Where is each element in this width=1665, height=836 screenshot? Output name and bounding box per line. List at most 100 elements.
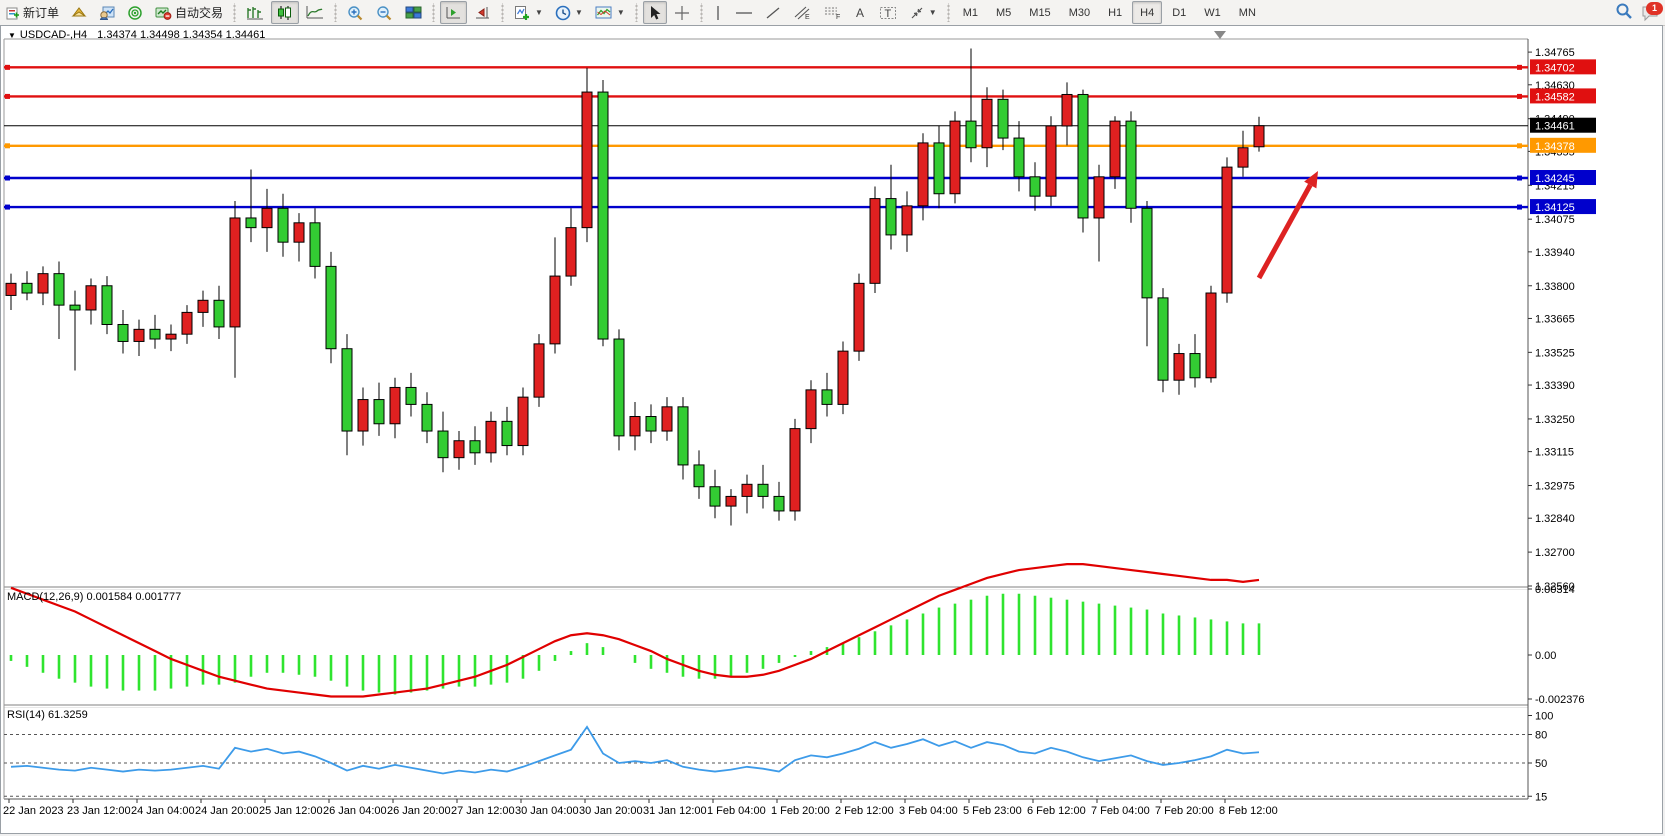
toolbar-grip — [430, 3, 438, 22]
text-label-button[interactable]: T — [874, 1, 902, 24]
candle-down — [1141, 207, 1153, 299]
candle-up — [661, 406, 673, 432]
resistance-line-handle[interactable] — [1517, 64, 1522, 70]
trendline-button[interactable] — [760, 1, 786, 24]
arrow-annotation[interactable] — [1256, 171, 1318, 280]
candle-down — [53, 273, 65, 306]
timeframe-M5[interactable]: M5 — [996, 6, 1012, 19]
candle-down — [101, 285, 113, 325]
price-badge — [1530, 88, 1596, 104]
auto-scroll-button[interactable] — [440, 1, 468, 24]
support-line-handle[interactable] — [5, 175, 10, 181]
candlestick-chart-icon — [276, 5, 294, 21]
periods-button[interactable]: ▼ — [550, 1, 588, 24]
timeframe-M30[interactable]: M30 — [1068, 6, 1091, 19]
candle-down — [885, 198, 897, 236]
timeframe-H1[interactable]: H1 — [1108, 6, 1123, 19]
vertical-line-button[interactable] — [708, 1, 728, 24]
svg-text:F: F — [836, 14, 840, 21]
svg-text:-0.002376: -0.002376 — [1535, 694, 1585, 706]
timeframe-M15[interactable]: M15 — [1029, 6, 1051, 19]
indicators-button[interactable]: ▼ — [509, 1, 548, 24]
macd-panel: MACD(12,26,9) 0.001584 0.001777 0.00314 0.… — [7, 563, 1585, 706]
crosshair-icon — [674, 5, 690, 21]
tile-windows-button[interactable] — [400, 1, 427, 24]
arrows-button[interactable]: ▼ — [904, 1, 942, 24]
chart-ohlc-values: 1.34374 1.34498 1.34354 1.34461 — [97, 29, 266, 41]
svg-text:E: E — [805, 14, 810, 21]
new-order-button[interactable]: 新订单 — [1, 1, 64, 24]
profile-icon — [99, 5, 115, 20]
timeframe-H4[interactable]: H4 — [1132, 1, 1163, 24]
svg-text:2 Feb 12:00: 2 Feb 12:00 — [835, 805, 894, 817]
candle-up — [181, 311, 193, 335]
cursor-button[interactable] — [642, 1, 667, 24]
market-watch-button[interactable] — [94, 1, 120, 24]
candle-down — [773, 495, 785, 512]
candle-up — [629, 416, 641, 437]
svg-text:27 Jan 12:00: 27 Jan 12:00 — [451, 805, 515, 817]
resistance-line-handle[interactable] — [5, 93, 10, 99]
auto-trading-button[interactable]: 自动交易 — [150, 1, 228, 24]
toolbar-grip — [944, 3, 952, 22]
zoom-out-button[interactable] — [371, 1, 398, 24]
macd-signal-line — [10, 563, 1260, 698]
candle-down — [149, 328, 161, 340]
horizontal-line-button[interactable] — [730, 1, 758, 24]
notifications-button[interactable]: 1 — [1641, 1, 1663, 22]
candle-up — [949, 120, 961, 195]
svg-text:7 Feb 04:00: 7 Feb 04:00 — [1091, 805, 1150, 817]
equidistant-channel-button[interactable]: E — [788, 1, 816, 24]
line-chart-icon — [306, 5, 324, 21]
svg-text:7 Feb 20:00: 7 Feb 20:00 — [1155, 805, 1214, 817]
chart-shift-button[interactable] — [469, 1, 496, 24]
pivot-line-handle[interactable] — [1517, 143, 1522, 149]
chart-plot[interactable]: 1.347651.346301.344901.343551.342151.340… — [1, 26, 1662, 833]
svg-text:0.00314: 0.00314 — [1535, 584, 1575, 596]
crosshair-button[interactable] — [669, 1, 695, 24]
candle-down — [677, 406, 689, 466]
candle-down — [213, 299, 225, 328]
toolbar: 新订单 自动交易 ▼ ▼ — [0, 0, 1665, 26]
support-line-handle[interactable] — [1517, 175, 1522, 181]
candle-down — [1125, 120, 1137, 209]
candle-up — [1221, 166, 1233, 294]
support-line-handle[interactable] — [5, 204, 10, 210]
fibonacci-button[interactable]: F — [818, 1, 846, 24]
bar-chart-button[interactable] — [241, 1, 269, 24]
candle-down — [709, 486, 721, 507]
price-badge — [1530, 59, 1596, 75]
candle-up — [789, 428, 801, 512]
svg-text:23 Jan 12:00: 23 Jan 12:00 — [67, 805, 131, 817]
candlestick-chart-button[interactable] — [271, 1, 300, 24]
resistance-line-handle[interactable] — [1517, 93, 1522, 99]
templates-button[interactable]: ▼ — [590, 1, 630, 24]
search-icon[interactable] — [1615, 2, 1633, 23]
line-chart-button[interactable] — [301, 1, 329, 24]
support-line-handle[interactable] — [1517, 204, 1522, 210]
svg-text:26 Jan 04:00: 26 Jan 04:00 — [323, 805, 387, 817]
svg-text:1.33800: 1.33800 — [1535, 281, 1575, 293]
candle-up — [917, 142, 929, 207]
zoom-in-button[interactable] — [342, 1, 369, 24]
chart-window-button[interactable] — [66, 1, 92, 24]
candle-down — [373, 399, 385, 425]
timeframe-D1[interactable]: D1 — [1172, 6, 1187, 19]
svg-text:1.33940: 1.33940 — [1535, 247, 1575, 259]
timeframe-W1[interactable]: W1 — [1204, 6, 1221, 19]
indicators-caret-icon: ▼ — [535, 8, 543, 17]
collapse-triangle-icon[interactable]: ▼ — [8, 31, 16, 40]
periods-caret-icon: ▼ — [574, 8, 583, 17]
candle-up — [517, 396, 529, 447]
signals-button[interactable] — [122, 1, 148, 24]
pivot-line-handle[interactable] — [5, 143, 10, 149]
toolbar-grip — [697, 3, 705, 22]
auto-trading-label: 自动交易 — [175, 6, 224, 20]
candle-down — [405, 386, 417, 405]
text-button[interactable]: A — [848, 1, 872, 24]
svg-text:1.34378: 1.34378 — [1535, 141, 1575, 153]
svg-text:1.34702: 1.34702 — [1535, 62, 1575, 74]
timeframe-M1[interactable]: M1 — [962, 6, 978, 19]
resistance-line-handle[interactable] — [5, 64, 10, 70]
timeframe-MN[interactable]: MN — [1238, 6, 1256, 19]
